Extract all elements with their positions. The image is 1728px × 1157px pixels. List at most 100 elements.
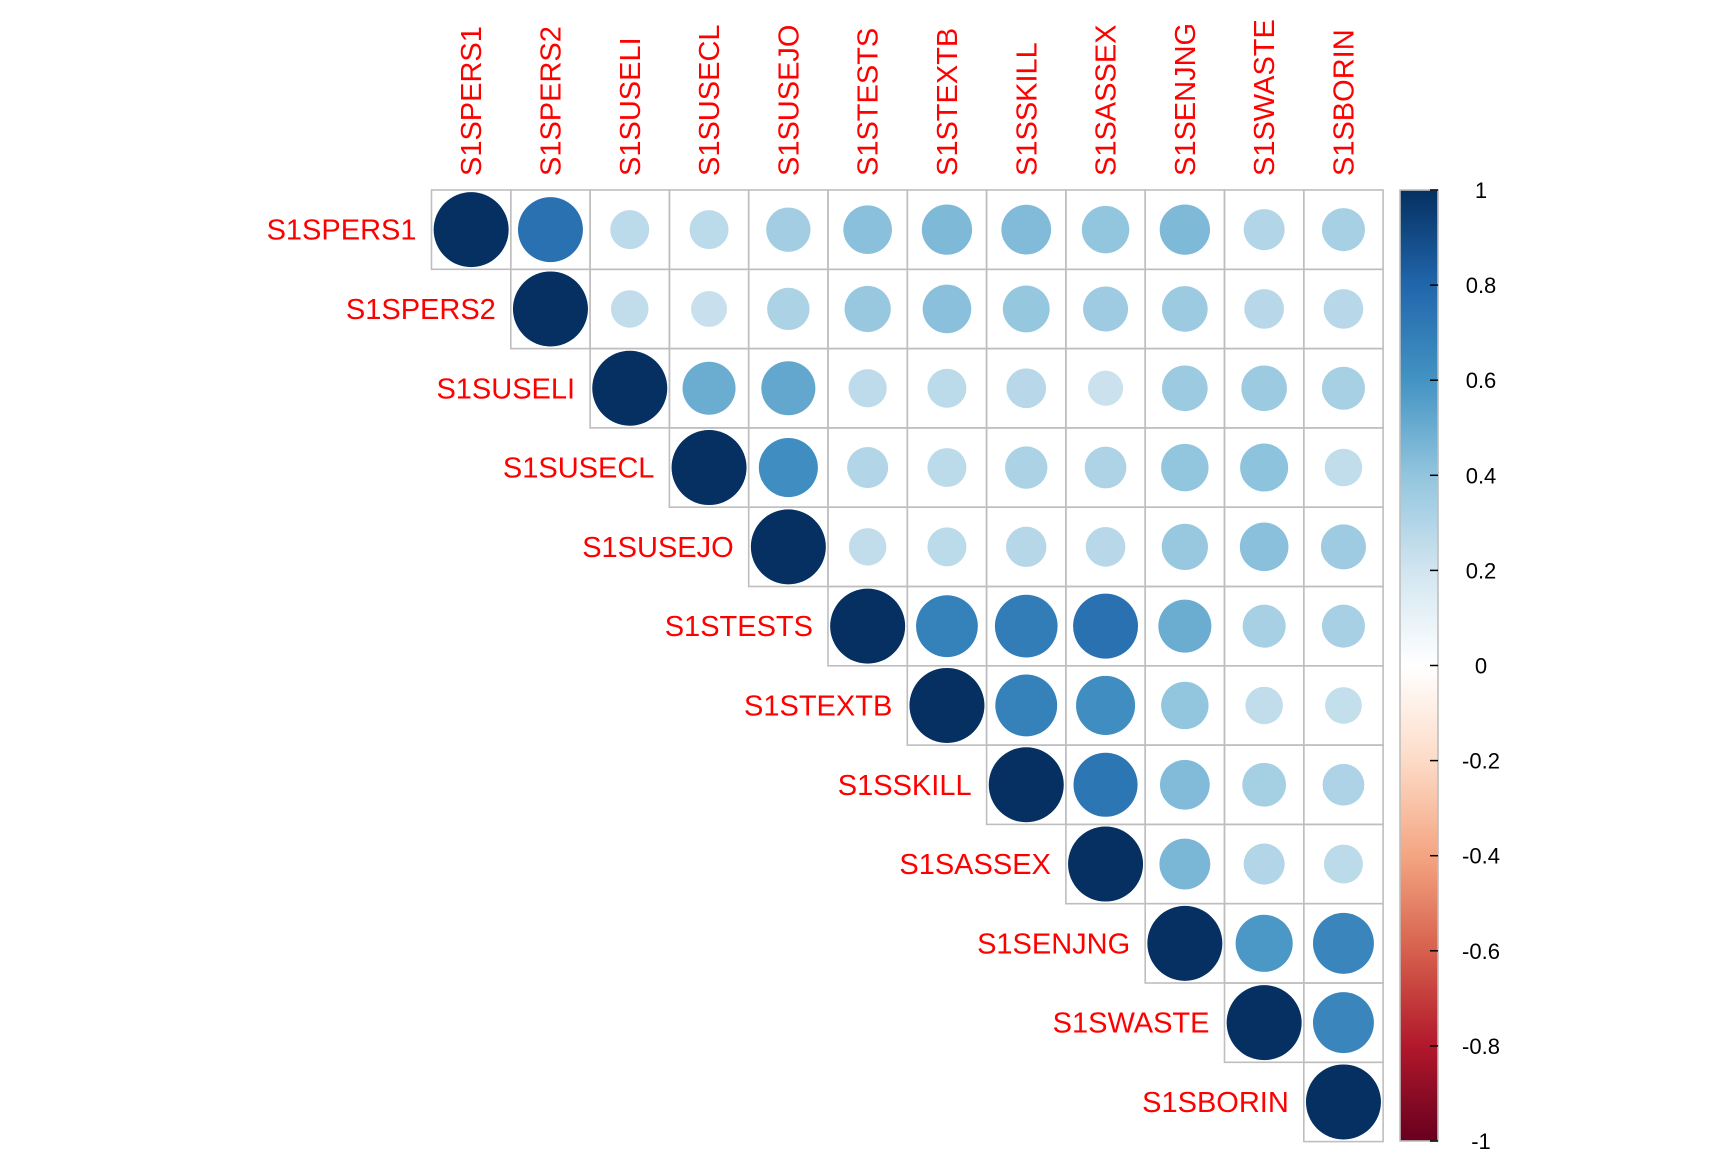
row-label: S1SPERS1 [267, 215, 417, 247]
corr-circle-s1spers2-s1stextb [922, 284, 972, 334]
corr-circle-s1susejo-s1sassex [1085, 527, 1126, 567]
grid-cell [1303, 1061, 1384, 1143]
corr-circle-s1senjng-s1senjng [1147, 905, 1223, 981]
corr-circle-s1spers2-s1spers2 [512, 271, 588, 347]
corr-circle-s1susecl-s1susejo [758, 438, 818, 498]
corr-circle-s1suseli-s1susejo [761, 361, 816, 416]
corr-circle-s1spers2-s1sskill [1002, 285, 1050, 333]
corr-circle-s1spers2-s1sassex [1083, 286, 1129, 332]
colorbar-tick-label: -0.8 [1462, 1034, 1500, 1059]
column-label: S1SUSECL [694, 24, 726, 176]
column-label: S1SSKILL [1011, 42, 1043, 176]
colorbar-tick-label: 0.2 [1466, 558, 1497, 583]
column-label: S1SBORIN [1328, 29, 1360, 176]
corr-circle-s1suseli-s1swaste [1241, 365, 1287, 412]
row-label: S1SPERS2 [346, 294, 496, 326]
corr-circle-s1spers2-s1susejo [767, 287, 810, 331]
corr-circle-s1susecl-s1sskill [1005, 446, 1048, 489]
corr-circle-s1sassex-s1senjng [1159, 838, 1211, 890]
corr-circle-s1stextb-s1sborin [1325, 687, 1362, 724]
corr-circle-s1senjng-s1swaste [1235, 914, 1293, 972]
row-label: S1SUSEJO [582, 532, 734, 564]
column-label: S1SUSEJO [773, 25, 805, 177]
colorbar-tick-label: 0.6 [1466, 368, 1497, 393]
corr-circle-s1stests-s1senjng [1158, 599, 1212, 653]
column-label: S1SWASTE [1249, 19, 1281, 176]
corr-circle-s1susecl-s1sassex [1084, 446, 1127, 489]
corr-circle-s1senjng-s1sborin [1312, 912, 1374, 974]
corr-circle-s1sskill-s1sskill [988, 747, 1064, 823]
corr-circle-s1susejo-s1susejo [750, 509, 826, 585]
corr-circle-s1spers1-s1suseli [610, 210, 650, 250]
row-label: S1SWASTE [1053, 1008, 1210, 1040]
colorbar-tick-label: -0.4 [1462, 844, 1500, 869]
row-label: S1SSKILL [838, 770, 972, 802]
corr-circle-s1spers2-s1suseli [611, 290, 649, 328]
corr-circle-s1susejo-s1stextb [927, 527, 967, 567]
corr-circle-s1stests-s1sskill [994, 594, 1058, 658]
corr-circle-s1susecl-s1stests [847, 447, 889, 489]
colorbar-tick-label: -0.6 [1462, 939, 1500, 964]
corr-circle-s1susejo-s1sborin [1320, 524, 1366, 570]
column-label: S1SUSELI [615, 37, 647, 176]
corr-circle-s1susecl-s1swaste [1240, 443, 1289, 492]
corr-circle-s1spers1-s1susejo [766, 207, 811, 252]
corr-circle-s1susejo-s1stests [848, 528, 887, 566]
column-label: S1STESTS [853, 28, 885, 176]
corr-circle-s1suseli-s1sborin [1321, 366, 1365, 410]
corr-circle-s1spers2-s1senjng [1162, 286, 1208, 332]
corr-circle-s1susejo-s1sskill [1006, 526, 1047, 568]
column-label: S1SPERS1 [456, 26, 488, 176]
corr-circle-s1susecl-s1stextb [927, 448, 967, 488]
corr-circle-s1susejo-s1swaste [1239, 522, 1289, 572]
corr-circle-s1swaste-s1sborin [1312, 992, 1374, 1054]
row-label: S1STESTS [665, 611, 813, 643]
colorbar-tick-label: -0.2 [1462, 749, 1500, 774]
column-label: S1SPERS2 [535, 26, 567, 176]
corr-circle-s1stextb-s1senjng [1161, 681, 1209, 730]
corr-circle-s1spers2-s1swaste [1244, 289, 1284, 329]
corr-circle-s1spers1-s1susecl [689, 210, 729, 250]
corr-circle-s1stests-s1stextb [916, 595, 978, 658]
corr-circle-s1sborin-s1sborin [1305, 1064, 1381, 1140]
corr-circle-s1spers2-s1susecl [691, 290, 728, 327]
corr-circle-s1stests-s1sassex [1073, 593, 1139, 659]
corr-circle-s1spers1-s1sassex [1081, 205, 1130, 254]
corr-circle-s1stextb-s1sassex [1076, 675, 1136, 735]
corr-circle-s1suseli-s1susecl [682, 361, 736, 415]
corr-circle-s1sskill-s1swaste [1242, 762, 1287, 807]
corr-circle-s1spers1-s1swaste [1243, 209, 1285, 251]
corr-circle-s1suseli-s1sassex [1087, 370, 1124, 406]
corr-circle-s1suseli-s1senjng [1162, 365, 1208, 412]
grid-layer [430, 189, 1384, 1143]
row-label: S1SUSELI [436, 373, 575, 405]
corr-circle-s1suseli-s1suseli [592, 350, 668, 426]
corr-circle-s1suseli-s1stextb [927, 368, 967, 408]
corr-circle-s1spers1-s1spers1 [433, 192, 509, 268]
colorbar: 1 0.8 0.6 0.4 0.2 0 -0.2 -0.4 -0.6 -0.8 -1 [1399, 178, 1500, 1154]
colorbar-tick-label: 0 [1475, 654, 1487, 679]
corr-circle-s1susecl-s1susecl [671, 430, 747, 506]
corr-circle-s1spers1-s1senjng [1159, 204, 1211, 255]
corr-circle-s1susecl-s1senjng [1161, 443, 1209, 492]
corr-circle-s1sskill-s1sassex [1073, 752, 1138, 817]
colorbar-tick-label: 0.4 [1466, 463, 1497, 488]
label-layer: S1SPERS1 S1SPERS2 S1SUSELI S1SUSECL S1SUSEJO… [267, 19, 1361, 1119]
corr-circle-s1sassex-s1sassex [1068, 826, 1144, 902]
colorbar-tick-label: 0.8 [1466, 273, 1497, 298]
corr-circle-s1spers2-s1stests [844, 285, 891, 333]
corr-circle-s1susecl-s1sborin [1324, 448, 1363, 487]
corr-circle-s1swaste-s1swaste [1226, 985, 1302, 1061]
column-label: S1SASSEX [1091, 24, 1123, 176]
corr-circle-s1stextb-s1sskill [995, 674, 1058, 737]
corr-circle-s1sassex-s1swaste [1243, 843, 1285, 885]
corr-circle-s1spers1-s1stests [843, 205, 892, 254]
corr-circle-s1spers1-s1spers2 [517, 197, 583, 263]
row-label: S1SASSEX [899, 849, 1051, 881]
corr-circle-s1stests-s1sborin [1321, 604, 1365, 648]
column-label: S1STEXTB [932, 28, 964, 176]
corr-circle-s1suseli-s1sskill [1006, 368, 1047, 409]
row-label: S1SENJNG [977, 928, 1130, 960]
column-label: S1SENJNG [1170, 23, 1202, 176]
